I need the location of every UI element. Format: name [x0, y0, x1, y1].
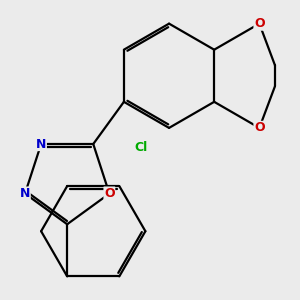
Text: O: O [254, 17, 265, 30]
Text: N: N [20, 187, 30, 200]
Text: N: N [36, 137, 46, 151]
Text: O: O [104, 187, 115, 200]
Text: Cl: Cl [135, 141, 148, 154]
Text: O: O [254, 122, 265, 134]
